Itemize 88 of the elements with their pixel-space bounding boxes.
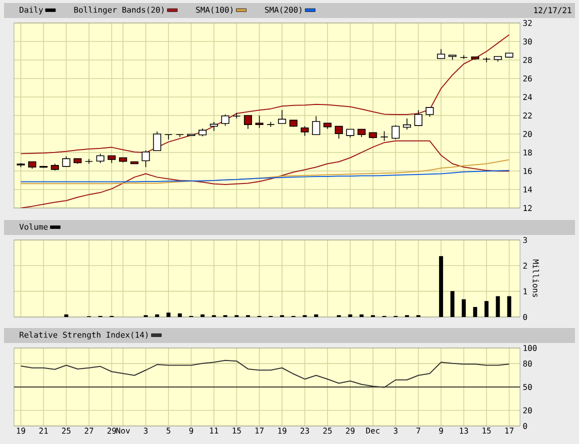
legend-label: SMA(100) [196,6,232,14]
candlestick [402,118,412,130]
y-tick-label: 28 [523,56,532,64]
x-tick-label: 3 [394,428,398,434]
y-tick-label: 22 [523,112,532,118]
y-tick-label: 30 [523,38,532,45]
x-tick-label: Dec [366,428,380,434]
y-tick-label: 18 [524,149,532,156]
candlestick [244,115,252,130]
y-tick-label: 100 [524,344,537,352]
x-tick-label: 21 [39,428,48,434]
candlestick [334,126,343,140]
x-tick-label: Nov [116,428,130,434]
x-tick-label: 7 [416,428,420,434]
candlestick [232,112,241,119]
x-tick-label: 11 [210,428,218,434]
bar [484,301,488,317]
candlestick [392,124,400,140]
bar [178,313,182,317]
x-tick-label: 3 [144,428,148,434]
x-tick-label: 15 [482,428,491,434]
y-axis-title: Millions [532,260,539,297]
candlestick [164,134,173,140]
candlestick [426,107,434,118]
y-tick-label: 2 [523,262,527,269]
candlestick [482,57,491,63]
x-tick-label: 17 [505,428,514,434]
y-tick-label: 26 [523,75,532,82]
legend-label: Volume [19,224,48,230]
legend-label: Daily [20,6,43,14]
y-tick-label: 80 [523,360,532,367]
legend-label: SMA(200) [265,6,302,14]
candlestick [210,121,218,132]
candlestick [414,110,422,126]
text: 12/17/21 [534,7,572,14]
y-tick-label: 50 [523,384,532,390]
y-tick-label: 0 [523,422,528,430]
x-tick-label: 29 [107,428,116,434]
x-tick-label: 27 [84,428,94,434]
x-tick-label: 29 [346,428,354,434]
x-tick-label: 19 [278,428,286,434]
x-tick-label: 9 [189,428,194,434]
y-tick-label: 0 [523,314,528,320]
legend-label: Bollinger Bands(20) [74,6,164,14]
bar [348,314,352,317]
bar [462,299,466,317]
candlestick [96,153,104,164]
y-tick-label: 24 [523,94,532,100]
y-tick-label: 20 [523,407,532,414]
bar [473,306,478,317]
x-tick-label: 15 [232,428,241,434]
candlestick [255,115,264,128]
candlestick [278,110,286,124]
y-tick-label: 32 [523,20,532,26]
y-tick-label: 20 [523,130,532,138]
candlestick [62,156,70,167]
x-tick-label: 17 [255,428,264,434]
candlestick [153,131,162,152]
legend-label: Relative Strength Index(14) [20,332,148,340]
bar [314,314,318,317]
bar [155,314,160,317]
x-tick-label: 25 [62,428,70,434]
x-tick-label: 9 [439,428,443,434]
bar [496,296,500,317]
candlestick [380,130,388,142]
bar [64,314,68,317]
candlestick [221,114,230,126]
bar [166,312,170,317]
bar [200,314,205,317]
bar [450,291,454,317]
x-tick-label: 5 [166,428,170,434]
candlestick [312,116,320,136]
y-tick-label: 14 [524,186,532,192]
bar [507,296,512,317]
candlestick [437,48,446,59]
y-tick-label: 3 [523,236,527,244]
bar [439,256,444,317]
y-tick-label: 16 [524,168,532,174]
x-tick-label: 19 [16,428,26,434]
x-tick-label: 25 [323,428,332,434]
y-tick-label: 12 [524,205,532,211]
bar [360,314,364,317]
x-tick-label: 13 [460,428,468,434]
x-tick-label: 23 [300,428,309,434]
candlestick [142,150,150,168]
candlestick [84,158,94,164]
y-tick-label: 1 [524,288,527,294]
candlestick [300,126,309,136]
